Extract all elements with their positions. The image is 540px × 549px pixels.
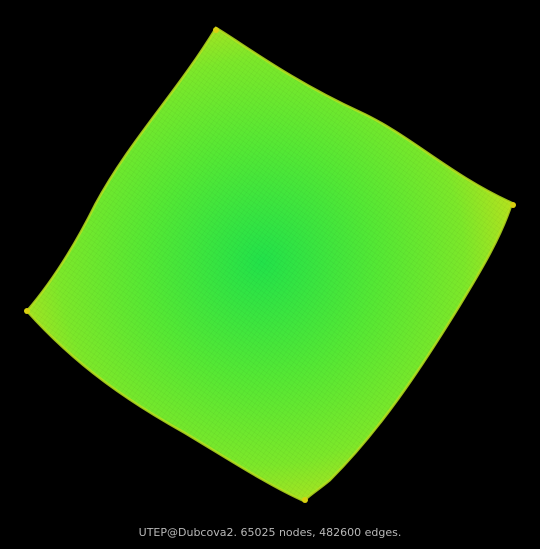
graph-corners bbox=[24, 27, 516, 503]
corner-node-top bbox=[213, 27, 219, 33]
graph-mesh-border bbox=[25, 26, 514, 503]
corner-node-right bbox=[510, 202, 516, 208]
corner-node-bottom bbox=[302, 497, 308, 503]
graph-caption: UTEP@Dubcova2. 65025 nodes, 482600 edges… bbox=[138, 526, 402, 539]
corner-node-left bbox=[24, 308, 30, 314]
